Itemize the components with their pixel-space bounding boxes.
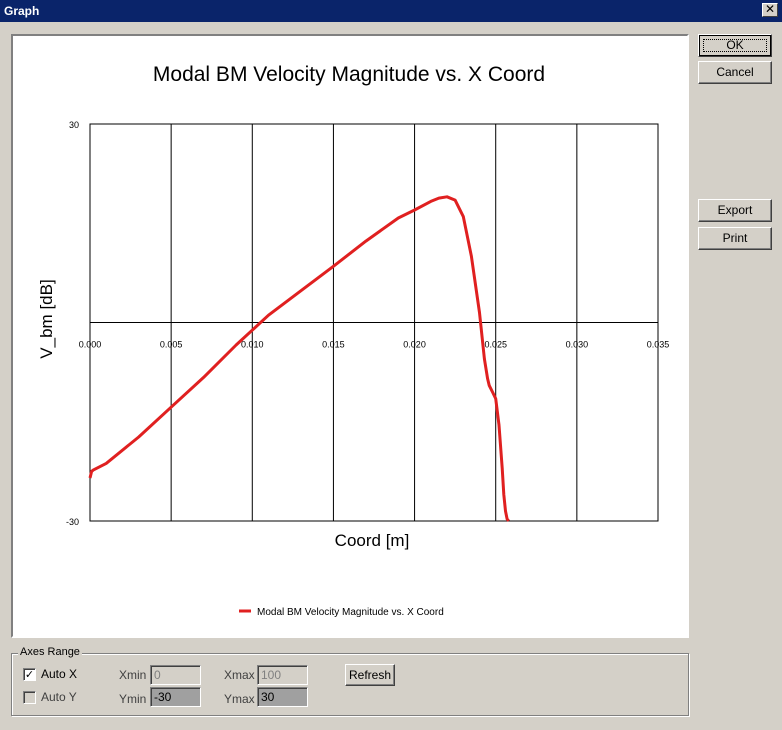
axes-range-label: Axes Range — [18, 646, 82, 658]
chart: Modal BM Velocity Magnitude vs. X Coord … — [37, 63, 669, 618]
checkmark-icon: ✓ — [24, 668, 35, 681]
legend-label: Modal BM Velocity Magnitude vs. X Coord — [257, 607, 444, 618]
auto-x-checkbox[interactable]: ✓ — [23, 668, 36, 681]
series-layer — [88, 195, 510, 522]
chart-title: Modal BM Velocity Magnitude vs. X Coord — [153, 63, 545, 86]
x-tick-label: 0.005 — [160, 340, 183, 350]
x-tick-label: 0.000 — [79, 340, 102, 350]
xmin-field[interactable]: 0 — [150, 665, 201, 685]
close-button[interactable]: ✕ — [762, 3, 778, 17]
y-tick-label: -30 — [66, 517, 79, 527]
xmin-label: Xmin — [119, 668, 147, 682]
title-bar: Graph ✕ — [0, 0, 782, 22]
x-tick-label: 0.035 — [647, 340, 670, 350]
tick-labels: 0.000 0.005 0.010 0.015 0.020 0.025 0.030 0.035… — [66, 120, 669, 527]
ymax-field[interactable]: 30 — [257, 687, 308, 707]
auto-x-label: Auto X — [41, 667, 78, 681]
axes-range-group: Axes Range ✓ Auto X Auto Y Xmin 0 Ymin -… — [11, 646, 689, 716]
window-title: Graph — [4, 4, 40, 18]
y-tick-label: 30 — [69, 120, 79, 130]
x-axis-label: Coord [m] — [335, 531, 410, 550]
ymax-label: Ymax — [224, 692, 255, 706]
x-tick-label: 0.025 — [484, 340, 507, 350]
series-line — [88, 195, 510, 522]
export-button[interactable]: Export — [698, 199, 772, 222]
x-tick-label: 0.030 — [566, 340, 589, 350]
y-axis-label: V_bm [dB] — [37, 279, 56, 358]
refresh-button[interactable]: Refresh — [345, 664, 395, 686]
xmax-label: Xmax — [224, 668, 255, 682]
grid — [89, 123, 659, 522]
ymin-field[interactable]: -30 — [150, 687, 201, 707]
x-tick-label: 0.010 — [241, 340, 264, 350]
xmax-field[interactable]: 100 — [257, 665, 308, 685]
x-tick-label: 0.015 — [322, 340, 345, 350]
plot-area: Modal BM Velocity Magnitude vs. X Coord … — [11, 34, 689, 638]
cancel-button[interactable]: Cancel — [698, 61, 772, 84]
auto-y-checkbox[interactable] — [23, 691, 36, 704]
auto-y-label: Auto Y — [41, 690, 77, 704]
ok-button[interactable]: OK — [698, 34, 772, 57]
print-button[interactable]: Print — [698, 227, 772, 250]
ymin-label: Ymin — [119, 692, 147, 706]
x-tick-label: 0.020 — [403, 340, 426, 350]
